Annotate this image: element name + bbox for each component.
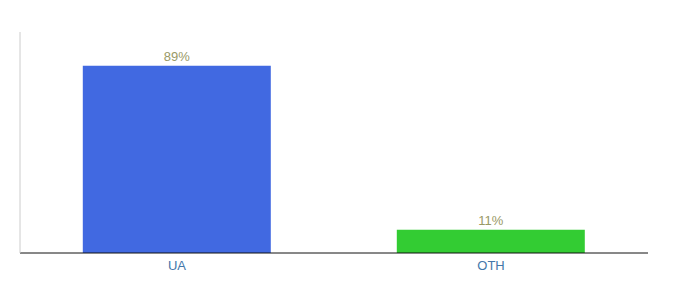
svg-text:UA: UA xyxy=(168,258,186,273)
svg-text:89%: 89% xyxy=(164,49,190,64)
svg-text:11%: 11% xyxy=(478,213,503,228)
svg-text:OTH: OTH xyxy=(477,258,504,273)
